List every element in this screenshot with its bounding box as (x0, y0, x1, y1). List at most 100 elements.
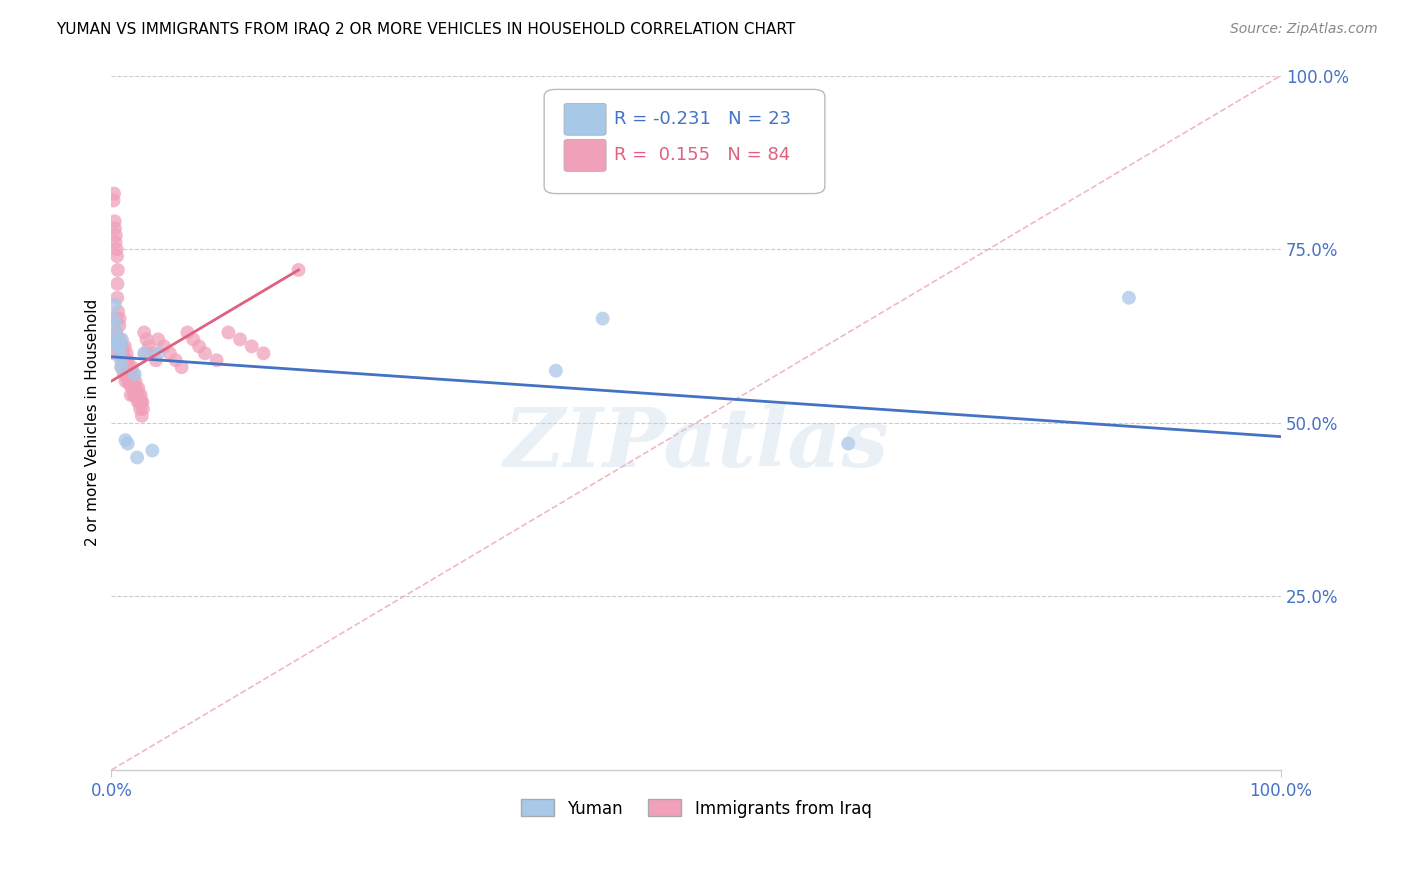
FancyBboxPatch shape (564, 139, 606, 171)
Point (287, 263, 309, 277)
Point (104, 333, 127, 347)
Point (127, 450, 149, 465)
Point (127, 395, 149, 409)
Point (122, 377, 145, 392)
Point (110, 346, 132, 360)
Point (104, 228, 127, 243)
Point (159, 346, 181, 360)
Point (101, 335, 124, 350)
Point (148, 346, 170, 360)
Point (134, 346, 156, 360)
Point (134, 346, 156, 360)
Point (107, 335, 129, 350)
Point (117, 353, 139, 368)
Point (122, 388, 145, 402)
Point (115, 367, 138, 381)
Point (165, 353, 187, 368)
Point (105, 334, 128, 348)
Point (115, 353, 138, 368)
Point (105, 291, 128, 305)
Point (111, 333, 134, 347)
Point (111, 353, 134, 368)
Point (103, 194, 125, 208)
Point (240, 339, 263, 353)
Point (229, 333, 252, 347)
Point (117, 436, 139, 450)
Point (114, 374, 136, 388)
Point (112, 367, 135, 381)
Point (115, 360, 138, 375)
Point (131, 395, 153, 409)
Point (128, 388, 150, 402)
Point (141, 443, 163, 458)
Point (129, 395, 152, 409)
Point (544, 364, 567, 378)
Text: R = -0.231   N = 23: R = -0.231 N = 23 (614, 111, 792, 128)
Point (128, 395, 150, 409)
Point (110, 360, 132, 375)
Point (124, 367, 146, 381)
Point (108, 318, 131, 333)
Point (114, 339, 136, 353)
Point (111, 343, 134, 357)
Point (837, 436, 859, 450)
Point (138, 339, 160, 353)
Point (120, 374, 142, 388)
Point (105, 329, 128, 343)
Point (120, 388, 142, 402)
Point (105, 326, 128, 340)
Point (104, 214, 127, 228)
Point (118, 377, 141, 392)
Point (153, 339, 176, 353)
Y-axis label: 2 or more Vehicles in Household: 2 or more Vehicles in Household (86, 299, 100, 547)
Point (121, 381, 143, 395)
Point (105, 311, 128, 326)
Point (118, 360, 141, 375)
Point (125, 384, 148, 399)
Point (107, 346, 129, 360)
Point (104, 221, 127, 235)
Point (181, 333, 204, 347)
Point (112, 353, 135, 368)
Point (101, 346, 124, 360)
Point (176, 326, 198, 340)
Point (252, 346, 274, 360)
Point (117, 374, 139, 388)
Point (114, 433, 136, 447)
Point (129, 401, 152, 416)
Point (127, 388, 149, 402)
Point (145, 353, 167, 368)
Point (108, 333, 131, 347)
Point (205, 353, 228, 368)
Point (115, 346, 138, 360)
Point (108, 339, 131, 353)
Text: YUMAN VS IMMIGRANTS FROM IRAQ 2 OR MORE VEHICLES IN HOUSEHOLD CORRELATION CHART: YUMAN VS IMMIGRANTS FROM IRAQ 2 OR MORE … (56, 22, 796, 37)
Point (105, 249, 128, 263)
Point (132, 401, 155, 416)
Point (129, 388, 152, 402)
Point (124, 374, 146, 388)
Point (141, 346, 163, 360)
Text: R =  0.155   N = 84: R = 0.155 N = 84 (614, 146, 790, 164)
Point (105, 242, 128, 256)
Point (135, 333, 157, 347)
Point (107, 277, 129, 291)
Point (107, 304, 129, 318)
Point (107, 263, 129, 277)
FancyBboxPatch shape (544, 89, 825, 194)
Point (104, 235, 127, 250)
Point (170, 360, 193, 375)
Text: Source: ZipAtlas.com: Source: ZipAtlas.com (1230, 22, 1378, 37)
Point (103, 311, 125, 326)
Point (121, 360, 143, 375)
Point (592, 311, 614, 326)
Point (108, 339, 131, 353)
Point (110, 360, 132, 375)
Point (188, 339, 211, 353)
Point (122, 367, 145, 381)
Point (134, 326, 156, 340)
Point (127, 381, 149, 395)
Point (104, 298, 127, 312)
Point (108, 346, 131, 360)
Point (110, 353, 132, 368)
